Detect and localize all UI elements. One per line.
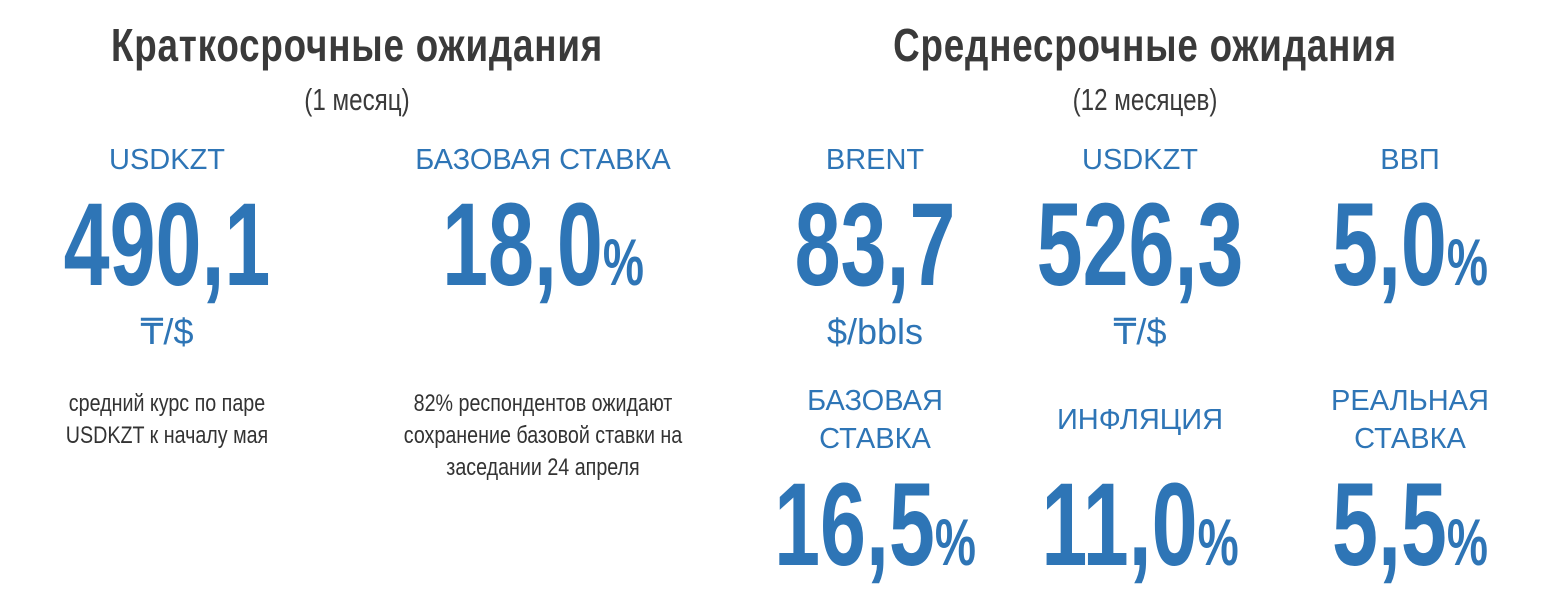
indicator-value: 5,5% bbox=[1332, 466, 1488, 584]
section-subtitle: (12 месяцев) bbox=[1072, 82, 1218, 117]
indicator-label: BRENT bbox=[825, 144, 925, 176]
indicator-value: 83,7 bbox=[795, 186, 956, 304]
indicator-label: USDKZT bbox=[109, 144, 225, 176]
indicator-value: 5,0% bbox=[1332, 186, 1488, 304]
value-unit: ₸/$ bbox=[1113, 311, 1167, 352]
value-unit: % bbox=[1446, 505, 1488, 579]
indicator-note: 82% респондентов ожидают сохранение базо… bbox=[403, 390, 683, 481]
indicator-label: БАЗОВАЯ СТАВКА bbox=[415, 144, 671, 176]
value-unit: % bbox=[602, 225, 644, 299]
value-number: 5,5 bbox=[1332, 459, 1447, 591]
indicator-label: БАЗОВАЯ СТАВКА bbox=[807, 385, 943, 455]
section-subtitle: (1 месяц) bbox=[304, 82, 410, 117]
indicator-label: ВВП bbox=[1380, 144, 1440, 176]
value-number: 18,0 bbox=[442, 179, 603, 311]
indicator-label: РЕАЛЬНАЯ СТАВКА bbox=[1331, 385, 1489, 455]
value-unit: ₸/$ bbox=[140, 311, 194, 352]
indicator-value: 18,0% bbox=[442, 186, 644, 304]
value-unit: % bbox=[934, 505, 976, 579]
value-unit: $/bbls bbox=[826, 311, 924, 352]
value-number: 83,7 bbox=[794, 179, 956, 311]
value-number: 5,0 bbox=[1332, 179, 1447, 311]
value-number: 526,3 bbox=[1036, 179, 1244, 311]
indicator-label: ИНФЛЯЦИЯ bbox=[1056, 404, 1224, 436]
value-number: 11,0 bbox=[1041, 459, 1198, 591]
value-unit: % bbox=[1197, 505, 1239, 579]
indicator-value: 490,1 bbox=[64, 186, 271, 304]
indicator-value: 11,0% bbox=[1041, 466, 1238, 584]
value-number: 16,5 bbox=[774, 459, 935, 591]
indicator-value: 526,3 bbox=[1037, 186, 1244, 304]
value-number: 490,1 bbox=[63, 179, 271, 311]
section-title: Среднесрочные ожидания bbox=[893, 19, 1397, 71]
indicator-label: USDKZT bbox=[1082, 144, 1198, 176]
indicator-value: 16,5% bbox=[774, 466, 976, 584]
indicator-note: средний курс по паре USDKZT к началу мая bbox=[65, 390, 269, 449]
value-unit: % bbox=[1446, 225, 1488, 299]
section-title: Краткосрочные ожидания bbox=[110, 19, 604, 71]
